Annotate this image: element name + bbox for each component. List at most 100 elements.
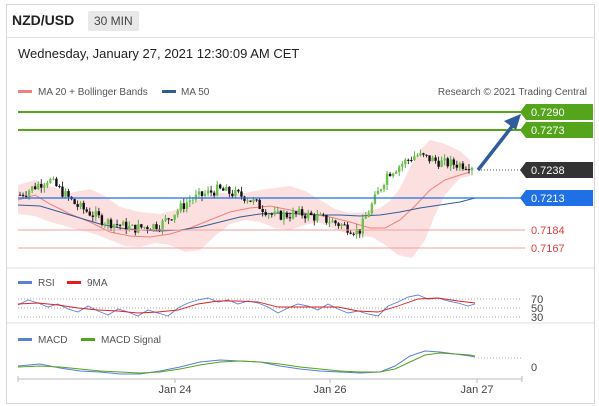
candle-body bbox=[155, 224, 158, 230]
level-tag-2 bbox=[526, 162, 593, 178]
level-label-1: 0.7273 bbox=[531, 125, 565, 137]
rsi-label-30: 30 bbox=[531, 312, 543, 324]
candle-body bbox=[76, 204, 79, 207]
candle-body bbox=[379, 189, 383, 191]
candle-body bbox=[161, 220, 164, 230]
candle-body bbox=[30, 186, 34, 191]
candle-body bbox=[140, 224, 143, 228]
candle-body bbox=[407, 159, 410, 161]
timeframe-badge[interactable]: 30 MIN bbox=[88, 11, 139, 31]
candle-body bbox=[316, 214, 319, 221]
candle-body bbox=[401, 164, 404, 167]
copyright-label: Research © 2021 Trading Central bbox=[438, 87, 587, 98]
candle-body bbox=[422, 153, 425, 155]
candle-body bbox=[97, 211, 101, 216]
candle-body bbox=[21, 194, 25, 196]
candle-body bbox=[267, 213, 270, 216]
rsi-label-70: 70 bbox=[531, 294, 543, 306]
candle-body bbox=[334, 220, 337, 224]
candle-body bbox=[100, 215, 104, 225]
candle-body bbox=[128, 225, 131, 231]
candle-body bbox=[385, 173, 389, 186]
level-tag-1 bbox=[526, 122, 593, 138]
candle-body bbox=[27, 190, 31, 196]
candle-body bbox=[425, 154, 428, 156]
forecast-arrow-shaft bbox=[476, 122, 516, 172]
candle-body bbox=[121, 221, 125, 226]
legend-macd: MACD bbox=[38, 335, 67, 346]
candle-body bbox=[282, 212, 286, 220]
level-tag-pointer bbox=[520, 190, 526, 206]
level-label-0: 0.7290 bbox=[531, 107, 565, 119]
candle-body bbox=[300, 209, 304, 216]
candle-body bbox=[212, 192, 216, 196]
candle-body bbox=[291, 211, 295, 219]
candle-body bbox=[24, 195, 28, 197]
candle-body bbox=[285, 212, 289, 218]
candle-body bbox=[288, 217, 292, 219]
level-tag-pointer bbox=[520, 122, 526, 138]
candle-body bbox=[112, 224, 116, 228]
candle-body bbox=[449, 159, 452, 167]
candle-body bbox=[179, 203, 182, 211]
candle-body bbox=[58, 186, 61, 188]
candle-body bbox=[440, 160, 443, 167]
candle-body bbox=[55, 178, 58, 187]
candle-body bbox=[303, 215, 307, 219]
candle-body bbox=[170, 219, 173, 221]
candle-body bbox=[294, 211, 298, 214]
candle-body bbox=[413, 155, 416, 161]
candle-body bbox=[106, 219, 110, 225]
ma50-line bbox=[17, 197, 476, 232]
candle-body bbox=[270, 213, 273, 215]
currency-pair-title: NZD/USD bbox=[12, 12, 75, 28]
candle-body bbox=[331, 220, 334, 223]
candle-body bbox=[240, 191, 243, 197]
legend-swatch-ma20 bbox=[18, 90, 32, 93]
candle-body bbox=[419, 153, 422, 156]
candle-body bbox=[79, 202, 82, 207]
candle-body bbox=[297, 209, 301, 214]
candle-body bbox=[394, 171, 398, 174]
candle-body bbox=[306, 212, 310, 219]
candle-body bbox=[137, 224, 140, 233]
candle-body bbox=[124, 221, 128, 231]
candle-body bbox=[228, 186, 231, 194]
candle-body bbox=[470, 167, 474, 171]
candle-body bbox=[428, 155, 431, 162]
candle-body bbox=[367, 213, 371, 217]
candle-body bbox=[209, 190, 213, 193]
candle-body bbox=[203, 193, 207, 197]
candle-body bbox=[49, 179, 52, 183]
candle-body bbox=[176, 210, 179, 215]
candle-body bbox=[261, 208, 264, 213]
candle-body bbox=[382, 185, 386, 190]
candle-body bbox=[67, 191, 70, 197]
candle-body bbox=[243, 196, 246, 201]
candle-body bbox=[455, 164, 459, 168]
candle-body bbox=[258, 199, 261, 209]
legend-swatch-ma50 bbox=[162, 90, 176, 93]
candle-body bbox=[173, 214, 176, 220]
candle-body bbox=[43, 185, 46, 188]
candle-body bbox=[391, 173, 395, 177]
candle-body bbox=[452, 159, 455, 165]
level-tag-pointer bbox=[520, 104, 526, 120]
candle-body bbox=[134, 224, 137, 233]
candle-body bbox=[337, 223, 340, 227]
level-label-5: 0.7167 bbox=[531, 243, 565, 255]
candle-body bbox=[404, 159, 407, 165]
candle-body bbox=[109, 219, 113, 228]
candle-body bbox=[249, 200, 252, 202]
candle-body bbox=[458, 163, 462, 168]
candle-body bbox=[361, 218, 364, 234]
candle-body bbox=[91, 215, 95, 217]
candle-body bbox=[346, 224, 349, 233]
candle-body bbox=[40, 183, 43, 188]
level-tag-pointer bbox=[520, 162, 526, 178]
candle-body bbox=[355, 229, 358, 235]
macd-signal-line bbox=[17, 352, 476, 374]
candle-body bbox=[388, 173, 392, 177]
forecast-arrow-head bbox=[504, 114, 521, 130]
candle-body bbox=[188, 200, 192, 203]
